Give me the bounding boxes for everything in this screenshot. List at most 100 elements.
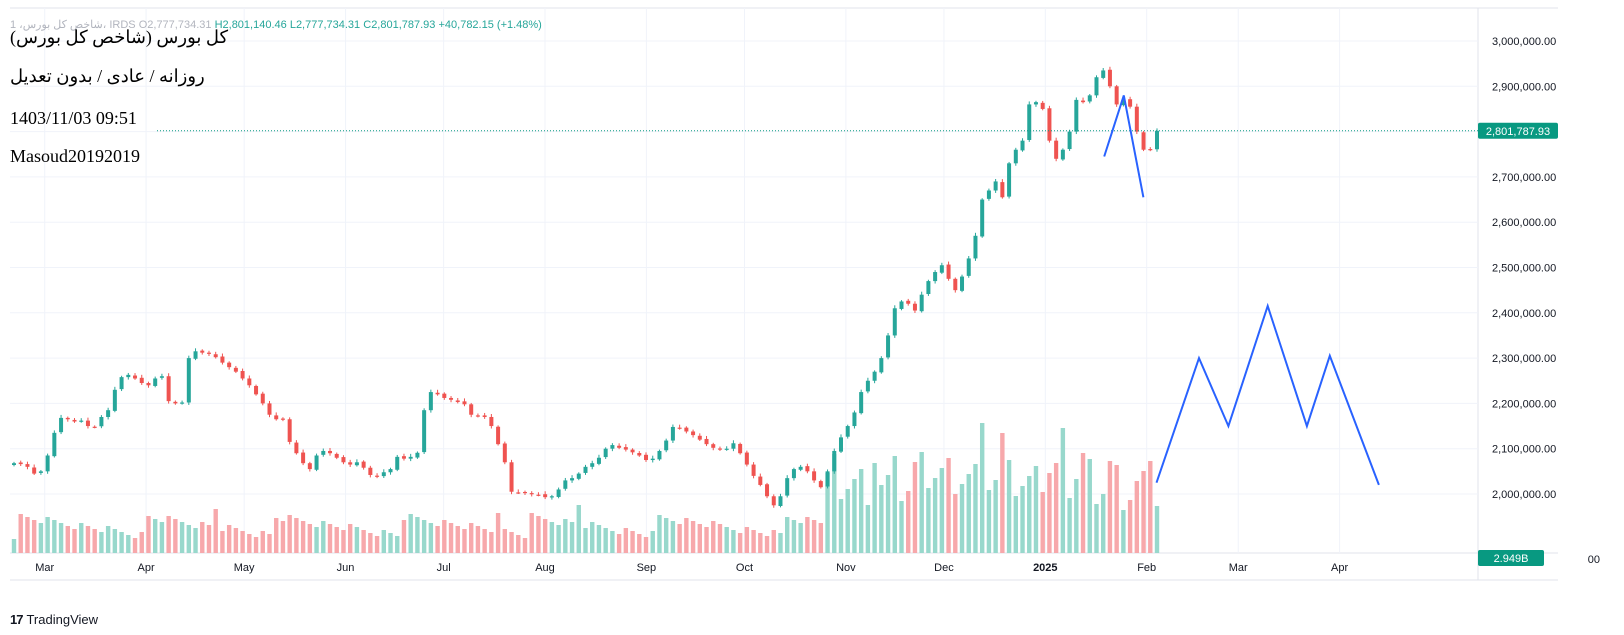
volume-bar <box>193 528 198 553</box>
volume-bar <box>1053 463 1059 553</box>
volume-bar <box>758 533 763 553</box>
volume-bar <box>590 522 595 553</box>
volume-bar <box>45 517 50 553</box>
volume-bar <box>327 524 333 553</box>
volume-badge <box>1478 550 1544 566</box>
candle-body <box>610 445 615 449</box>
volume-bar <box>986 490 992 553</box>
volume-bar <box>603 528 608 553</box>
volume-bar <box>146 516 151 553</box>
volume-bar <box>744 527 750 553</box>
candle-body <box>354 462 359 466</box>
x-tick-label: Apr <box>1331 562 1348 574</box>
volume-bar <box>953 494 958 553</box>
volume-bar <box>1114 465 1119 553</box>
volume-bar <box>623 528 629 553</box>
candle-body <box>1101 70 1106 78</box>
candle-body <box>133 375 138 379</box>
x-tick-label: 2025 <box>1033 562 1057 574</box>
volume-bar <box>381 530 386 553</box>
volume-bar <box>38 523 44 553</box>
open-label: O <box>138 19 148 31</box>
volume-bar <box>825 473 830 553</box>
candle-body <box>805 466 810 472</box>
candle-body <box>623 447 628 450</box>
candle-body <box>644 454 649 461</box>
candle-body <box>1141 132 1146 150</box>
volume-bar <box>979 423 985 553</box>
volume-bar <box>791 520 797 553</box>
candle-body <box>1074 99 1079 132</box>
candle-body <box>832 450 837 472</box>
candle-body <box>18 462 23 465</box>
volume-bar <box>489 532 494 553</box>
x-tick-label: Jun <box>337 562 355 574</box>
candle-body <box>751 464 756 476</box>
candle-body <box>106 410 111 417</box>
candle-body <box>1054 140 1059 159</box>
candle-body <box>919 294 924 312</box>
change-value: +40,782.15 (+1.48%) <box>438 19 542 31</box>
volume-bar <box>785 517 790 553</box>
candle-body <box>274 415 279 420</box>
candle-body <box>254 385 259 395</box>
candle-body <box>731 443 736 449</box>
volume-bar <box>832 454 837 553</box>
candle-body <box>617 445 622 448</box>
volume-bar <box>892 456 897 553</box>
volume-bar <box>610 531 615 553</box>
volume-bar <box>65 526 70 553</box>
volume-bar <box>711 521 716 553</box>
volume-bar <box>186 525 192 553</box>
candle-body <box>59 417 64 433</box>
open-value: 2,777,734.31 <box>147 19 212 31</box>
candle-body <box>1148 149 1153 151</box>
candle-body <box>926 281 931 295</box>
candle-body <box>395 456 400 470</box>
volume-bar <box>287 515 292 553</box>
volume-bar <box>119 532 124 553</box>
candle-body <box>563 480 568 489</box>
candle-body <box>946 264 951 279</box>
candle-body <box>1027 104 1032 140</box>
volume-bar <box>798 523 803 553</box>
candle-body <box>1121 99 1126 106</box>
volume-bar <box>1094 504 1099 553</box>
candle-body <box>657 450 662 460</box>
chart-title: کل بورس (شاخص کل بورس) <box>10 27 229 47</box>
volume-bar <box>1148 461 1153 553</box>
chart-datetime: 1403/11/03 09:51 <box>10 108 137 128</box>
candle-body <box>1020 140 1025 151</box>
last-price-label: 2,801,787.93 <box>1486 126 1550 138</box>
candle-body <box>684 427 689 432</box>
candle-body <box>1094 77 1099 96</box>
candle-body <box>38 471 43 473</box>
volume-bar <box>852 479 857 553</box>
candle-body <box>260 393 265 404</box>
candle-body <box>442 393 447 398</box>
volume-bar <box>1027 476 1032 553</box>
last-price-badge <box>1478 122 1558 139</box>
volume-bar <box>1134 481 1140 553</box>
candle-body <box>993 181 998 191</box>
x-tick-label: Nov <box>836 562 856 574</box>
candle-body <box>1134 106 1139 132</box>
volume-bar <box>690 521 696 553</box>
tradingview-logo[interactable]: 17 TradingView <box>10 612 98 627</box>
x-tick-label: Sep <box>637 562 657 574</box>
volume-bar <box>435 526 440 553</box>
candle-body <box>650 458 655 461</box>
candle-body <box>758 476 763 485</box>
candle-body <box>496 426 501 445</box>
volume-bar <box>253 537 259 553</box>
x-tick-label: Oct <box>736 562 753 574</box>
candle-body <box>1107 69 1112 87</box>
chart-author: Masoud20192019 <box>10 146 140 166</box>
volume-bar <box>300 521 306 553</box>
candle-body <box>543 494 548 498</box>
x-tick-label: Mar <box>35 562 54 574</box>
candle-body <box>704 438 709 445</box>
volume-bar <box>583 528 588 553</box>
volume-bar <box>18 514 23 553</box>
